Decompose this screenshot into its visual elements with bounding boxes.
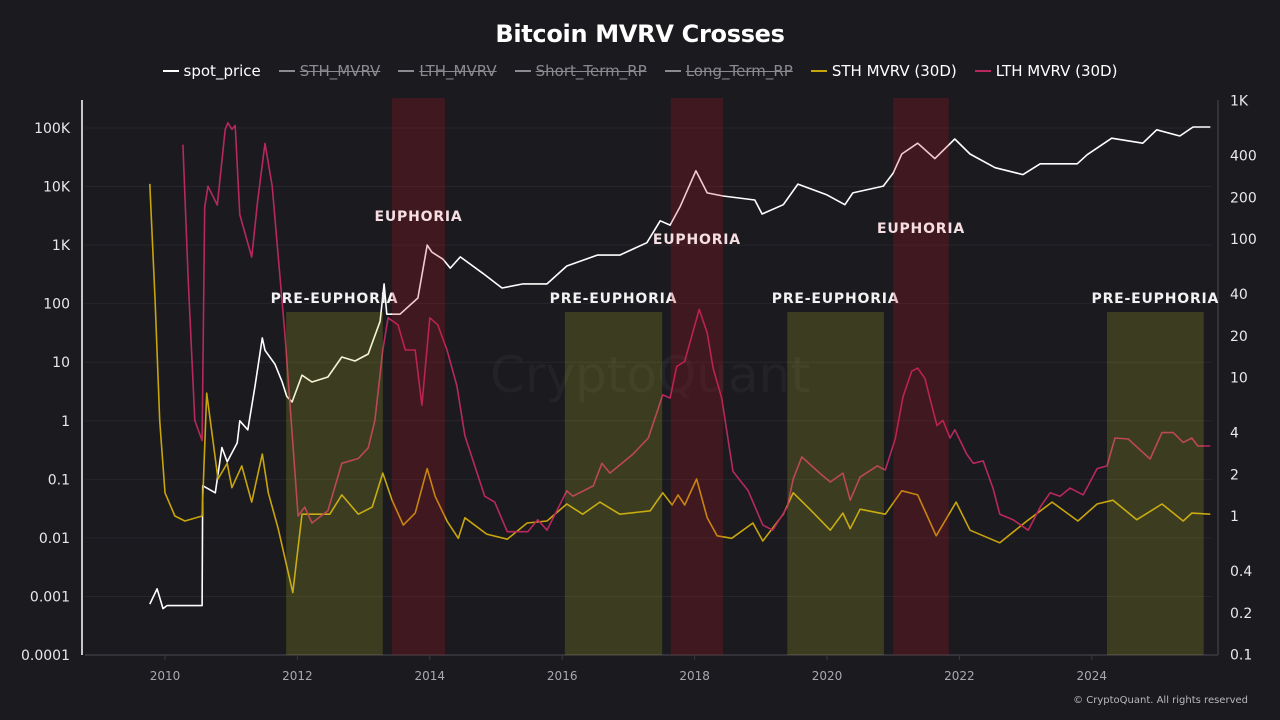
series-line-sth-mvrv-30d xyxy=(149,183,1211,594)
euphoria-band xyxy=(392,98,446,655)
legend-swatch xyxy=(398,70,415,72)
y-left-tick-label: 10K xyxy=(43,180,71,196)
y-left-tick-label: 100K xyxy=(34,121,71,137)
x-tick-label: 2014 xyxy=(415,669,446,683)
legend-label: Short_Term_RP xyxy=(535,62,647,80)
euphoria-band xyxy=(893,98,949,655)
legend-swatch xyxy=(514,70,531,72)
legend-swatch xyxy=(278,70,295,72)
pre-euphoria-band xyxy=(286,312,383,655)
copyright-notice: © CryptoQuant. All rights reserved xyxy=(1073,695,1248,706)
legend-item-short-term-rp[interactable]: Short_Term_RP xyxy=(514,62,647,80)
pre-euphoria-label: PRE-EUPHORIA xyxy=(1092,291,1220,307)
legend-swatch xyxy=(162,70,179,72)
legend-item-long-term-rp[interactable]: Long_Term_RP xyxy=(664,62,793,80)
x-tick-label: 2020 xyxy=(812,669,843,683)
y-right-tick-label: 0.4 xyxy=(1230,564,1252,580)
y-right-tick-label: 400 xyxy=(1230,149,1257,165)
y-right-tick-label: 4 xyxy=(1230,426,1239,442)
legend-item-lth-mvrv-30d[interactable]: LTH MVRV (30D) xyxy=(974,62,1118,80)
legend-swatch xyxy=(664,70,681,72)
legend-label: Long_Term_RP xyxy=(685,62,793,80)
legend-label: LTH_MVRV xyxy=(419,62,497,80)
x-tick-label: 2022 xyxy=(944,669,975,683)
series-line-spot-price xyxy=(149,126,1211,610)
euphoria-label: EUPHORIA xyxy=(653,232,741,248)
x-tick-label: 2012 xyxy=(282,669,313,683)
legend-swatch xyxy=(810,70,827,72)
x-tick-label: 2010 xyxy=(150,669,181,683)
pre-euphoria-label: PRE-EUPHORIA xyxy=(772,291,900,307)
y-left-tick-label: 100 xyxy=(43,297,70,313)
euphoria-label: EUPHORIA xyxy=(375,209,463,225)
y-left-tick-label: 1 xyxy=(61,414,70,430)
y-left-tick-label: 0.01 xyxy=(39,531,70,547)
chart-title: Bitcoin MVRV Crosses xyxy=(495,20,785,48)
y-right-tick-label: 0.1 xyxy=(1230,648,1252,664)
legend-item-spot-price[interactable]: spot_price xyxy=(162,62,261,80)
y-right-tick-label: 2 xyxy=(1230,467,1239,483)
legend-label: STH MVRV (30D) xyxy=(831,62,957,80)
y-left-tick-label: 0.1 xyxy=(48,472,70,488)
y-right-tick-label: 10 xyxy=(1230,371,1248,387)
watermark-logo: CryptoQuant xyxy=(490,346,810,404)
legend-item-sth-mvrv-30d[interactable]: STH MVRV (30D) xyxy=(810,62,957,80)
y-right-tick-label: 20 xyxy=(1230,329,1248,345)
pre-euphoria-label: PRE-EUPHORIA xyxy=(550,291,678,307)
legend-item-sth-mvrv[interactable]: STH_MVRV xyxy=(278,62,381,80)
y-right-tick-label: 100 xyxy=(1230,232,1257,248)
legend-label: spot_price xyxy=(183,62,261,80)
y-left-tick-label: 1K xyxy=(52,238,71,254)
pre-euphoria-band xyxy=(564,312,663,655)
legend-label: STH_MVRV xyxy=(299,62,381,80)
pre-euphoria-band xyxy=(1107,312,1204,655)
series-line-lth-mvrv-30d xyxy=(182,122,1211,533)
y-right-tick-label: 200 xyxy=(1230,190,1257,206)
x-tick-label: 2018 xyxy=(679,669,710,683)
y-right-tick-label: 0.2 xyxy=(1230,606,1252,622)
pre-euphoria-band xyxy=(787,312,884,655)
y-left-tick-label: 0.0001 xyxy=(21,648,70,664)
y-right-tick-label: 40 xyxy=(1230,287,1248,303)
y-left-tick-label: 10 xyxy=(52,355,70,371)
x-tick-label: 2024 xyxy=(1077,669,1108,683)
y-right-tick-label: 1K xyxy=(1230,94,1249,110)
legend-swatch xyxy=(974,70,991,72)
euphoria-label: EUPHORIA xyxy=(877,221,965,237)
pre-euphoria-label: PRE-EUPHORIA xyxy=(271,291,399,307)
euphoria-band xyxy=(670,98,724,655)
y-left-tick-label: 0.001 xyxy=(30,589,70,605)
y-right-tick-label: 1 xyxy=(1230,509,1239,525)
legend: spot_price STH_MVRV LTH_MVRV Short_Term_… xyxy=(0,62,1280,80)
legend-label: LTH MVRV (30D) xyxy=(995,62,1118,80)
x-tick-label: 2016 xyxy=(547,669,578,683)
legend-item-lth-mvrv[interactable]: LTH_MVRV xyxy=(398,62,497,80)
